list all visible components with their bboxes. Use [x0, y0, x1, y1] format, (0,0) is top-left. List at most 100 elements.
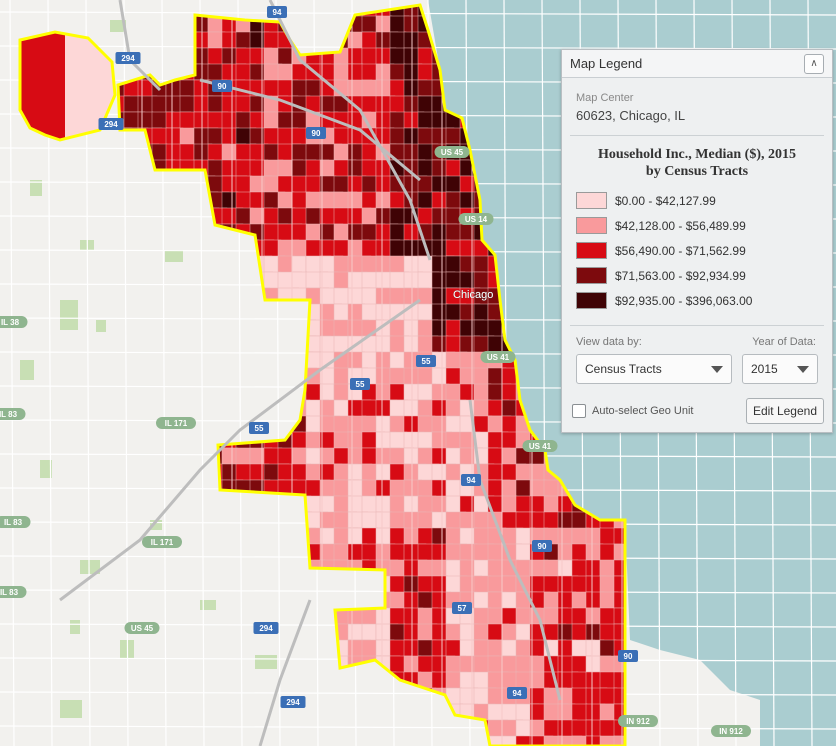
census-tract[interactable]	[375, 479, 392, 497]
census-tract[interactable]	[599, 735, 622, 746]
census-tract[interactable]	[361, 447, 378, 466]
census-tract[interactable]	[375, 271, 392, 289]
highway-shield: US 45	[124, 622, 160, 634]
legend-swatch	[576, 217, 607, 234]
highway-shield: 57	[452, 602, 472, 614]
highway-shield: IL 171	[156, 417, 196, 429]
auto-select-checkbox[interactable]	[572, 404, 586, 418]
census-tract[interactable]	[529, 735, 554, 746]
highway-shield: 90	[618, 650, 638, 662]
census-tract[interactable]	[431, 607, 447, 627]
census-tract[interactable]	[431, 511, 449, 531]
census-tract[interactable]	[515, 623, 531, 641]
divider	[570, 325, 824, 326]
census-tract[interactable]	[403, 623, 419, 641]
census-tract[interactable]	[431, 303, 449, 323]
auto-select-option[interactable]: Auto-select Geo Unit	[572, 404, 694, 418]
view-by-select[interactable]: Census Tracts	[576, 354, 732, 384]
legend-footer: Auto-select Geo Unit Edit Legend	[572, 398, 824, 424]
legend-swatch	[576, 292, 607, 309]
legend-class-label: $92,935.00 - $396,063.00	[615, 293, 753, 308]
census-tract[interactable]	[445, 639, 462, 658]
census-tract[interactable]	[557, 735, 583, 746]
census-tract[interactable]	[557, 527, 573, 545]
legend-class-row[interactable]: $71,563.00 - $92,934.99	[576, 263, 818, 288]
year-select[interactable]: 2015	[742, 354, 818, 384]
svg-text:90: 90	[312, 129, 321, 138]
census-tract[interactable]	[515, 495, 533, 513]
census-tract[interactable]	[123, 95, 141, 113]
census-tract[interactable]	[613, 543, 637, 569]
legend-class-row[interactable]: $42,128.00 - $56,489.99	[576, 213, 818, 238]
census-tract[interactable]	[445, 383, 462, 402]
census-tract[interactable]	[571, 703, 588, 722]
census-tract[interactable]	[389, 367, 406, 385]
svg-text:94: 94	[467, 476, 476, 485]
svg-text:IN 912: IN 912	[719, 727, 743, 736]
census-tract[interactable]	[277, 47, 293, 67]
svg-text:55: 55	[422, 357, 431, 366]
edit-legend-button[interactable]: Edit Legend	[745, 398, 824, 424]
census-tract[interactable]	[543, 511, 560, 530]
census-tract[interactable]	[501, 495, 518, 515]
census-tract[interactable]	[389, 255, 406, 275]
legend-heading: Household Inc., Median ($), 2015 by Cens…	[576, 146, 818, 180]
legend-title: Map Legend	[570, 56, 643, 71]
census-tract[interactable]	[263, 127, 279, 147]
census-tract[interactable]	[151, 143, 168, 163]
census-tract[interactable]	[613, 607, 639, 631]
legend-class-row[interactable]: $92,935.00 - $396,063.00	[576, 288, 818, 313]
svg-text:90: 90	[218, 82, 227, 91]
highway-shield: 94	[461, 474, 481, 486]
census-tract[interactable]	[347, 191, 363, 211]
census-tract[interactable]	[585, 527, 602, 546]
legend-body: Map Center 60623, Chicago, IL Household …	[562, 78, 832, 424]
census-tract[interactable]	[585, 735, 602, 746]
census-tract[interactable]	[235, 175, 253, 194]
highway-shield: US 45	[434, 146, 470, 158]
svg-text:94: 94	[273, 8, 282, 17]
census-tract[interactable]	[333, 543, 349, 562]
census-tract[interactable]	[501, 735, 525, 746]
census-tract[interactable]	[473, 303, 489, 323]
highway-shield: 294	[115, 52, 141, 64]
census-tract[interactable]	[613, 591, 639, 618]
highway-shield: IL 83	[0, 516, 31, 528]
chevron-up-icon[interactable]: ∧	[804, 53, 824, 74]
census-tract[interactable]	[207, 95, 224, 113]
legend-class-row[interactable]: $0.00 - $42,127.99	[576, 188, 818, 213]
svg-text:IL 83: IL 83	[0, 588, 19, 597]
legend-swatch	[576, 192, 607, 209]
divider	[570, 135, 824, 136]
svg-text:57: 57	[458, 604, 467, 613]
census-tract[interactable]	[389, 63, 406, 81]
census-tract[interactable]	[389, 31, 407, 51]
highway-shield: IN 912	[711, 725, 751, 737]
census-tract[interactable]	[613, 735, 637, 746]
census-tract[interactable]	[571, 735, 594, 746]
census-tract[interactable]	[375, 367, 391, 386]
census-tract[interactable]	[543, 559, 561, 577]
census-tract[interactable]	[585, 623, 601, 643]
svg-text:IL 171: IL 171	[165, 419, 188, 428]
census-tract[interactable]	[221, 95, 238, 115]
legend-header: Map Legend ∧	[562, 50, 832, 78]
census-tract[interactable]	[347, 47, 363, 65]
census-tract[interactable]	[291, 271, 308, 290]
census-tract[interactable]	[137, 111, 154, 130]
highway-shield: IL 83	[0, 408, 26, 420]
highway-shield: 55	[416, 355, 436, 367]
census-tract[interactable]	[221, 447, 239, 465]
census-tract[interactable]	[347, 447, 363, 466]
highway-shield: 55	[350, 378, 370, 390]
census-tract[interactable]	[375, 255, 391, 275]
census-tract[interactable]	[515, 463, 533, 481]
census-tract[interactable]	[515, 719, 531, 738]
census-tract[interactable]	[459, 383, 476, 402]
legend-class-row[interactable]: $56,490.00 - $71,562.99	[576, 238, 818, 263]
census-tract[interactable]	[221, 191, 239, 210]
city-label-chicago: Chicago	[453, 289, 493, 301]
census-tract[interactable]	[445, 127, 462, 145]
ohare-boundary	[18, 30, 117, 142]
census-tract[interactable]	[417, 303, 433, 321]
